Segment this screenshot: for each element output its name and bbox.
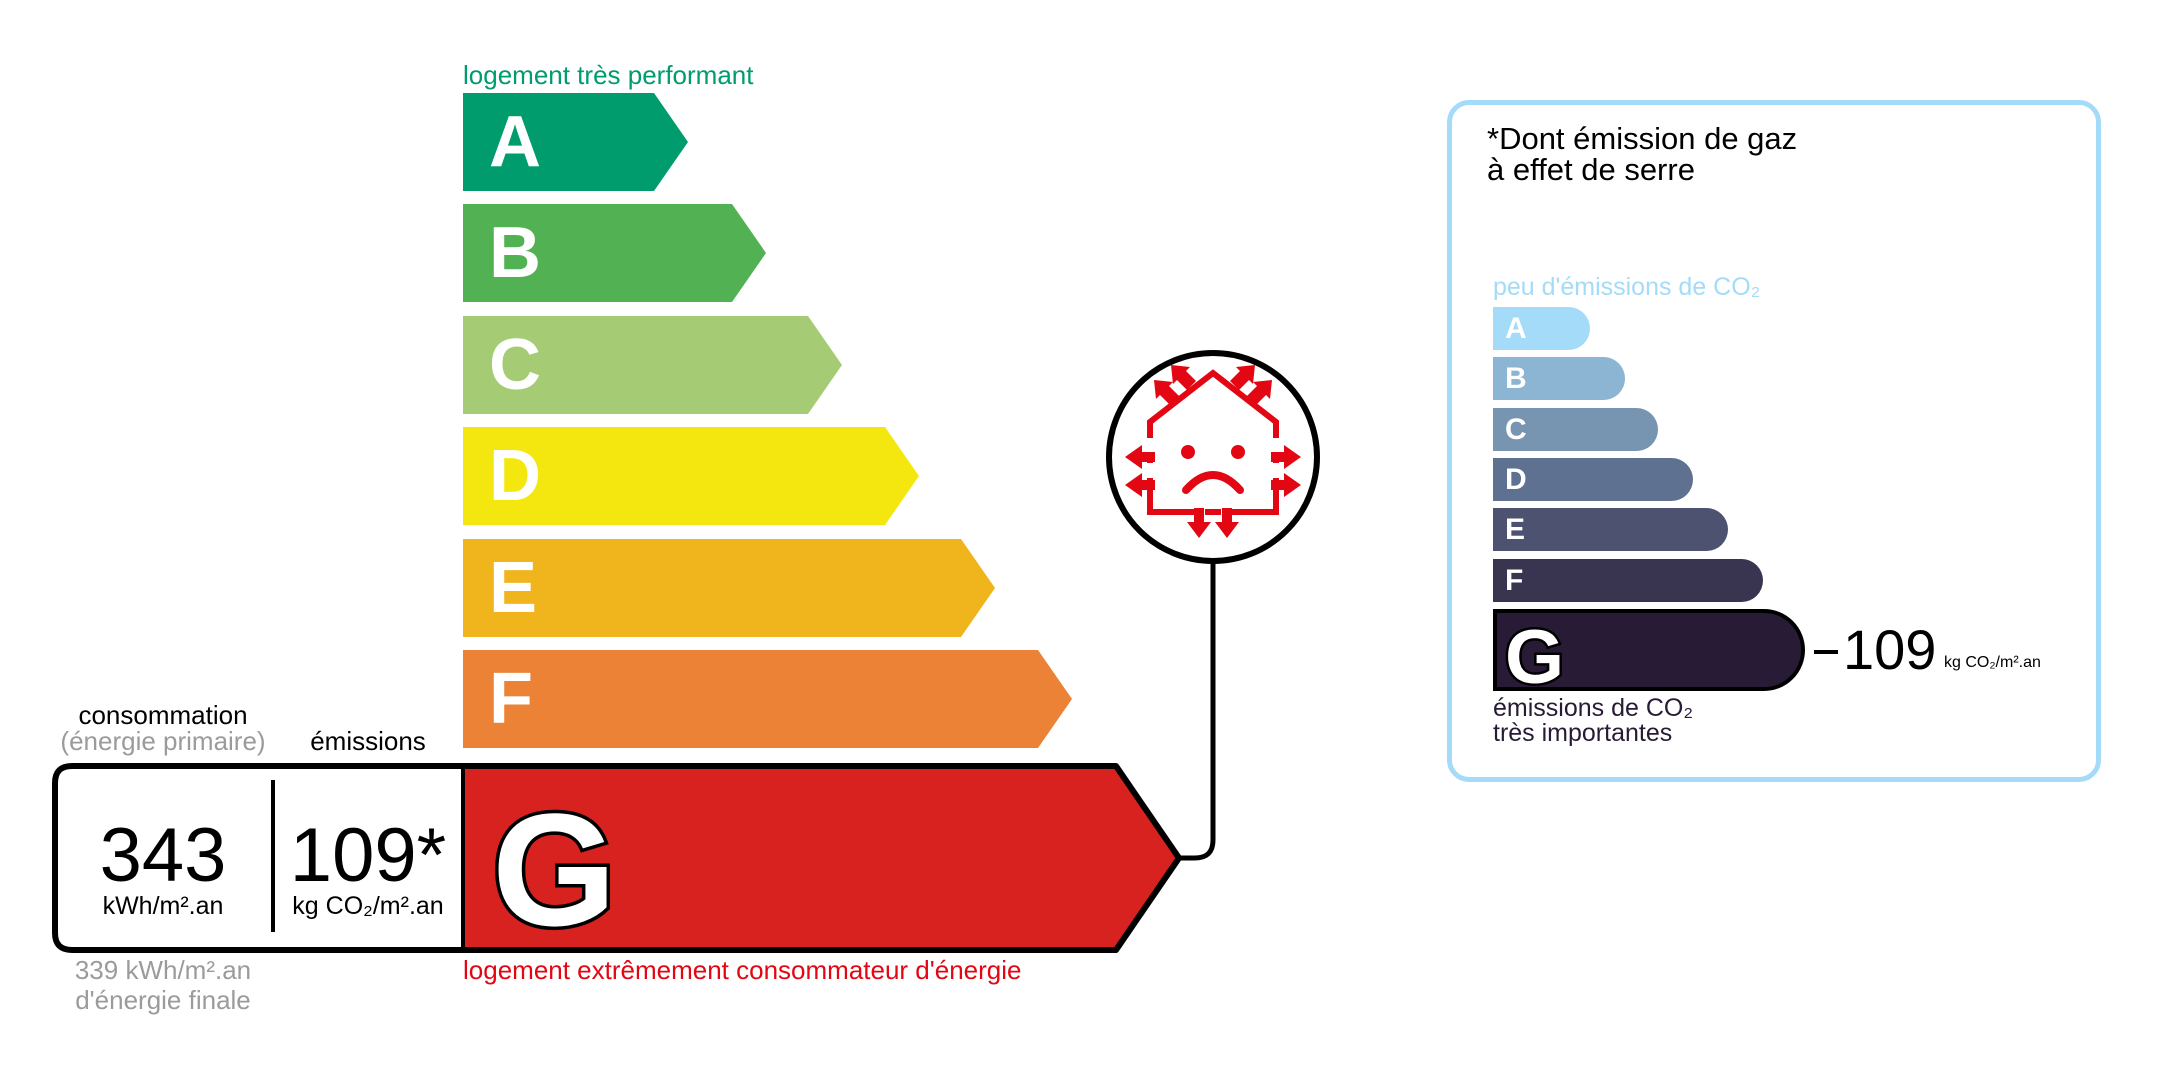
ghg-class-bar-b: B xyxy=(1493,357,1625,401)
ghg-class-bar-c: C xyxy=(1493,407,1658,451)
energy-class-bar-f: F xyxy=(463,650,1072,748)
energy-class-letter: D xyxy=(489,436,541,516)
energy-class-bar-e: E xyxy=(463,539,995,637)
ghg-unit: kg CO₂/m².an xyxy=(1944,654,2041,671)
energy-class-g-bar xyxy=(463,766,1179,950)
energy-class-bar-a: A xyxy=(463,93,688,191)
consumption-value: 343 xyxy=(99,813,227,898)
ghg-class-letter: C xyxy=(1505,412,1527,446)
ghg-title-line2: à effet de serre xyxy=(1487,152,1695,187)
connector-line xyxy=(1179,563,1216,861)
ghg-top-label: peu d'émissions de CO₂ xyxy=(1493,273,1761,301)
consumption-header: consommation xyxy=(78,700,248,730)
ghg-current-class-letter-wrap: G xyxy=(1503,613,1567,700)
emissions-unit: kg CO₂/m².an xyxy=(292,892,444,920)
ghg-class-letter: A xyxy=(1505,312,1527,345)
ghg-current-class-letter: G xyxy=(1505,615,1564,699)
emissions-value: 109* xyxy=(289,813,447,898)
energy-bottom-label: logement extrêmement consommateur d'éner… xyxy=(463,955,1022,985)
consumption-subheader: (énergie primaire) xyxy=(60,726,266,756)
ghg-class-g-bar xyxy=(1493,609,1805,691)
energy-class-bar-d: D xyxy=(463,427,919,525)
ghg-class-letter: F xyxy=(1505,563,1524,597)
emissions-header: émissions xyxy=(310,726,426,756)
ghg-class-bar-f: F xyxy=(1493,558,1763,602)
energy-class-letter: A xyxy=(489,102,541,182)
ghg-class-letter: B xyxy=(1505,362,1527,396)
ghg-bottom-label-line2: très importantes xyxy=(1493,719,1673,747)
ghg-class-letter: D xyxy=(1505,462,1527,496)
ghg-value: 109 xyxy=(1843,618,1937,681)
ghg-value-dash xyxy=(1814,650,1838,654)
final-energy-label: d'énergie finale xyxy=(75,985,251,1015)
energy-class-bar-b: B xyxy=(463,204,766,302)
ghg-panel-border xyxy=(1447,100,2101,782)
energy-class-bar-c: C xyxy=(463,316,842,414)
energy-class-letter: C xyxy=(489,325,541,405)
energy-class-letter: B xyxy=(489,213,541,293)
energy-current-class-letter: G xyxy=(492,780,616,959)
ghg-title-line1: *Dont émission de gaz xyxy=(1487,121,1798,156)
ghg-class-letter: E xyxy=(1505,513,1526,547)
ghg-class-bar-d: D xyxy=(1493,457,1693,501)
energy-top-label: logement très performant xyxy=(463,60,754,90)
ghg-bottom-label-line1: émissions de CO₂ xyxy=(1493,694,1694,722)
ghg-class-bar-e: E xyxy=(1493,508,1728,552)
energy-class-letter: F xyxy=(489,659,533,739)
energy-class-letter: E xyxy=(489,548,538,628)
consumption-unit: kWh/m².an xyxy=(102,892,224,920)
final-energy-value: 339 kWh/m².an xyxy=(74,955,252,985)
ghg-class-bar-a: A xyxy=(1493,307,1590,350)
